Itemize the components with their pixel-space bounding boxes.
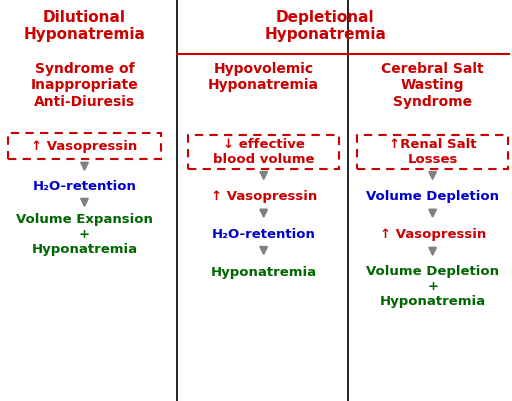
Bar (8, 133, 161, 159)
Text: ↑ Vasopressin: ↑ Vasopressin (379, 228, 486, 241)
Text: Dilutional
Hyponatremia: Dilutional Hyponatremia (24, 10, 145, 43)
Text: Depletional
Hyponatremia: Depletional Hyponatremia (264, 10, 386, 43)
Text: ↓ effective
blood volume: ↓ effective blood volume (213, 138, 314, 166)
Text: Cerebral Salt
Wasting
Syndrome: Cerebral Salt Wasting Syndrome (381, 62, 484, 109)
Text: Hyponatremia: Hyponatremia (210, 266, 317, 279)
Text: Syndrome of
Inappropriate
Anti-Diuresis: Syndrome of Inappropriate Anti-Diuresis (31, 62, 138, 109)
Text: Volume Expansion
+
Hyponatremia: Volume Expansion + Hyponatremia (16, 213, 153, 256)
Text: H₂O-retention: H₂O-retention (33, 180, 136, 193)
Text: Volume Depletion
+
Hyponatremia: Volume Depletion + Hyponatremia (366, 265, 499, 308)
Text: Volume Depletion: Volume Depletion (366, 190, 499, 203)
Bar (188, 135, 339, 169)
Bar (357, 135, 508, 169)
Text: ↑Renal Salt
Losses: ↑Renal Salt Losses (389, 138, 476, 166)
Text: H₂O-retention: H₂O-retention (212, 228, 315, 241)
Text: ↑ Vasopressin: ↑ Vasopressin (210, 190, 317, 203)
Text: Hypovolemic
Hyponatremia: Hypovolemic Hyponatremia (208, 62, 319, 92)
Text: ↑ Vasopressin: ↑ Vasopressin (31, 140, 138, 153)
